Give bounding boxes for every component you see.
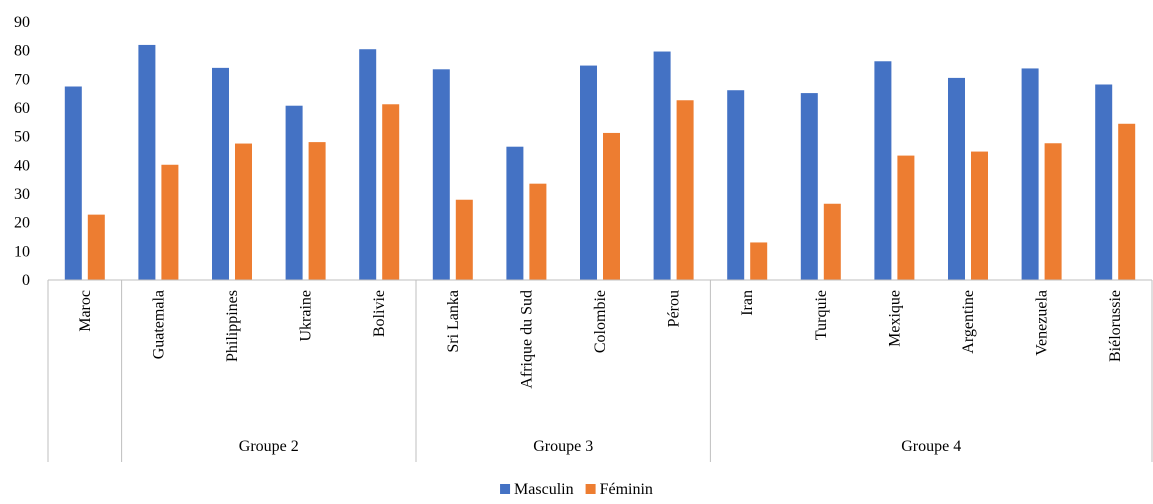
- bar-masculin: [580, 65, 597, 280]
- bar-feminin: [750, 242, 768, 280]
- group-label: Groupe 2: [239, 438, 299, 455]
- bar-masculin: [506, 146, 524, 280]
- y-axis: 0 10 20 30 40 50 60 70 80 90: [14, 14, 30, 289]
- bar-feminin: [161, 164, 179, 280]
- bar-feminin: [1044, 143, 1062, 280]
- y-tick-label: 80: [14, 43, 30, 60]
- bar-feminin: [823, 203, 841, 280]
- bar-masculin: [1021, 68, 1039, 280]
- group-label: Groupe 4: [901, 438, 961, 455]
- category-label: Biélorussie: [1107, 290, 1124, 362]
- bar-masculin: [874, 61, 892, 280]
- category-label: Mexique: [886, 290, 903, 347]
- category-label: Guatemala: [150, 290, 167, 359]
- y-tick-label: 90: [14, 14, 30, 31]
- category-label: Sri Lanka: [445, 290, 462, 353]
- bar-feminin: [382, 104, 400, 281]
- y-tick-label: 10: [14, 243, 30, 260]
- bar-feminin: [235, 143, 252, 280]
- legend-label-feminin: Féminin: [600, 481, 653, 498]
- category-label: Afrique du Sud: [518, 290, 535, 389]
- bar-feminin: [87, 214, 105, 280]
- bar-feminin: [676, 100, 694, 280]
- bar-masculin: [359, 49, 377, 281]
- x-axis: Maroc Guatemala Philippines Ukraine Bolivie S…: [47, 279, 1153, 462]
- bar-masculin: [800, 93, 818, 280]
- bar-feminin: [897, 155, 915, 280]
- category-label: Turquie: [813, 290, 830, 340]
- category-label: Pérou: [666, 290, 683, 327]
- y-tick-label: 30: [14, 186, 30, 203]
- bars: [64, 44, 1136, 281]
- y-tick-label: 40: [14, 157, 30, 174]
- category-label: Venezuela: [1034, 290, 1051, 356]
- bar-feminin: [603, 132, 620, 280]
- bar-masculin: [727, 90, 745, 280]
- bar-masculin: [1095, 84, 1113, 281]
- bar-masculin: [64, 86, 82, 280]
- legend-label-masculin: Masculin: [514, 481, 574, 498]
- y-tick-label: 20: [14, 215, 30, 232]
- legend-swatch-masculin: [500, 484, 511, 494]
- category-label: Philippines: [224, 290, 241, 362]
- y-tick-label: 70: [14, 71, 30, 88]
- category-label: Ukraine: [298, 290, 315, 342]
- bar-masculin: [285, 105, 303, 281]
- bar-masculin: [948, 77, 965, 281]
- bar-masculin: [432, 69, 450, 280]
- category-label: Colombie: [592, 290, 609, 353]
- y-tick-label: 0: [22, 272, 30, 289]
- bar-feminin: [529, 183, 547, 280]
- legend-swatch-feminin: [585, 484, 596, 494]
- bar-feminin: [455, 199, 473, 280]
- group-label: Groupe 3: [533, 438, 593, 455]
- bar-masculin: [212, 67, 229, 281]
- bar-feminin: [1118, 123, 1136, 281]
- y-tick-label: 60: [14, 100, 30, 117]
- bar-masculin: [653, 51, 671, 280]
- bar-feminin: [971, 151, 988, 280]
- bar-feminin: [308, 142, 326, 280]
- category-label: Iran: [739, 290, 756, 316]
- category-label: Maroc: [77, 290, 94, 332]
- category-label: Argentine: [960, 290, 977, 354]
- y-tick-label: 50: [14, 129, 30, 146]
- legend: Masculin Féminin: [500, 481, 653, 498]
- bar-masculin: [138, 44, 156, 281]
- category-label: Bolivie: [371, 290, 388, 337]
